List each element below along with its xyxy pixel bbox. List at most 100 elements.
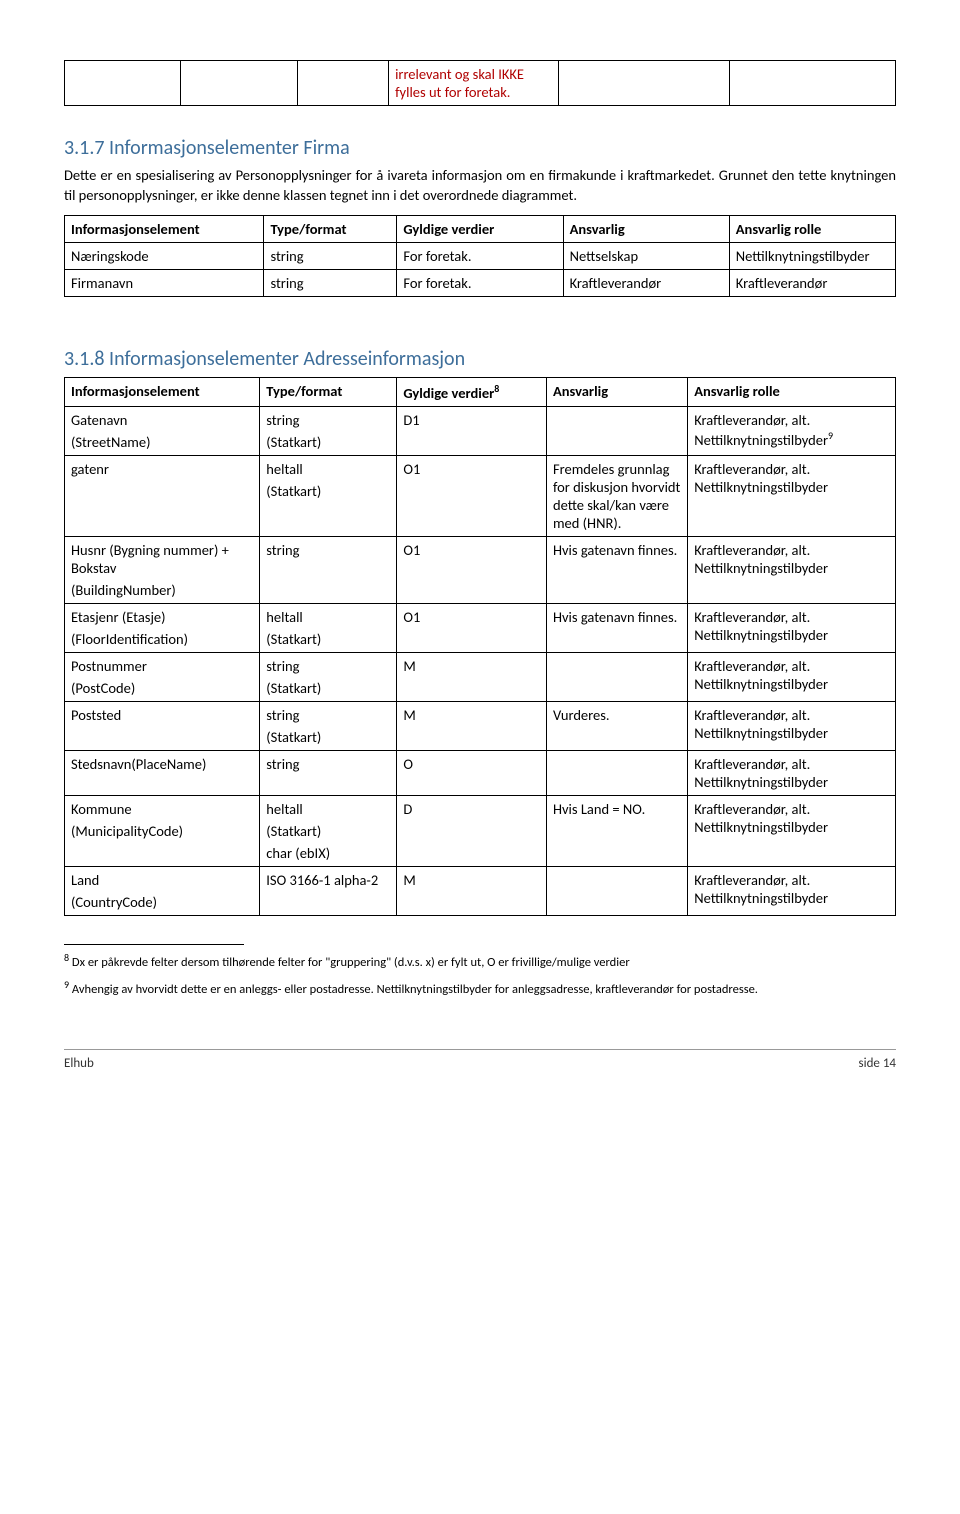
adresse-table: Informasjonselement Type/format Gyldige … [64,377,896,916]
td: Nettilknytningstilbyder [729,243,895,270]
td: Fremdeles grunnlag for diskusjon hvorvid… [546,455,687,536]
td: For foretak. [397,270,563,297]
frag-note: irrelevant og skal IKKE fylles ut for fo… [389,61,559,106]
td: Husnr (Bygning nummer) + Bokstav(Buildin… [65,536,260,603]
td: O1 [397,455,547,536]
table-row: Poststedstring(Statkart)MVurderes.Kraftl… [65,701,896,750]
th-text: Gyldige verdier [403,384,494,402]
td: O1 [397,603,547,652]
td: string [260,536,397,603]
td: Nettselskap [563,243,729,270]
frag-empty [181,61,297,106]
table-row: Gatenavn(StreetName)string(Statkart)D1 Kr… [65,406,896,455]
firma-table: Informasjonselement Type/format Gyldige … [64,215,896,297]
td: Hvis gatenavn finnes. [546,603,687,652]
th: Ansvarlig [563,216,729,243]
td: Kommune(MunicipalityCode) [65,795,260,866]
td: heltall(Statkart)char (ebIX) [260,795,397,866]
fn-num: 9 [64,978,69,991]
table-header-row: Informasjonselement Type/format Gyldige … [65,216,896,243]
td: string [264,270,397,297]
td: string [260,750,397,795]
td: M [397,652,547,701]
td: Hvis Land = NO. [546,795,687,866]
td: Kraftleverandør, alt. Nettilknytningstil… [688,603,896,652]
td: Kraftleverandør, alt. Nettilknytningstil… [688,455,896,536]
td: Kraftleverandør, alt. Nettilknytningstil… [688,750,896,795]
td [546,750,687,795]
td: Poststed [65,701,260,750]
sup: 8 [494,382,499,395]
frag-empty [729,61,895,106]
td: string [264,243,397,270]
fn-text: Avhengig av hvorvidt dette er en anleggs… [72,982,758,997]
td [546,866,687,915]
td: Kraftleverandør, alt. Nettilknytningstil… [688,406,896,455]
table-row: Stedsnavn(PlaceName)stringO Kraftleverand… [65,750,896,795]
td: Næringskode [65,243,264,270]
th: Ansvarlig rolle [688,378,896,407]
table-row: Næringskode string For foretak. Nettsels… [65,243,896,270]
page-footer: Elhub side 14 [64,1049,896,1071]
td: Kraftleverandør, alt. Nettilknytningstil… [688,866,896,915]
th: Informasjonselement [65,378,260,407]
footnote: 9 Avhengig av hvorvidt dette er en anleg… [64,978,896,999]
td: gatenr [65,455,260,536]
section-paragraph: Dette er en spesialisering av Personoppl… [64,166,896,205]
td: Firmanavn [65,270,264,297]
td: ISO 3166-1 alpha-2 [260,866,397,915]
td: Vurderes. [546,701,687,750]
td: Kraftleverandør, alt. Nettilknytningstil… [688,652,896,701]
td: Etasjenr (Etasje)(FloorIdentification) [65,603,260,652]
table-row: Husnr (Bygning nummer) + Bokstav(Buildin… [65,536,896,603]
td: D [397,795,547,866]
table-row: Land(CountryCode)ISO 3166-1 alpha-2M Kraf… [65,866,896,915]
td: Stedsnavn(PlaceName) [65,750,260,795]
section-heading: 3.1.7 Informasjonselementer Firma [64,136,896,160]
td: Kraftleverandør, alt. Nettilknytningstil… [688,701,896,750]
td: Land(CountryCode) [65,866,260,915]
td: Kraftleverandør [729,270,895,297]
table-row: Kommune(MunicipalityCode)heltall(Statkar… [65,795,896,866]
td: Kraftleverandør, alt. Nettilknytningstil… [688,536,896,603]
fn-num: 8 [64,951,69,964]
table-header-row: Informasjonselement Type/format Gyldige … [65,378,896,407]
footnotes: 8 Dx er påkrevde felter dersom tilhørend… [64,944,896,999]
th: Informasjonselement [65,216,264,243]
td: O1 [397,536,547,603]
frag-empty [65,61,181,106]
td: For foretak. [397,243,563,270]
note-fragment-table: irrelevant og skal IKKE fylles ut for fo… [64,60,896,106]
td: heltall(Statkart) [260,455,397,536]
table-row: Firmanavn string For foretak. Kraftlever… [65,270,896,297]
sup: 9 [828,429,833,442]
th: Ansvarlig rolle [729,216,895,243]
th: Gyldige verdier8 [397,378,547,407]
table-row: Etasjenr (Etasje)(FloorIdentification)he… [65,603,896,652]
td: Kraftleverandør [563,270,729,297]
td: Gatenavn(StreetName) [65,406,260,455]
th: Type/format [264,216,397,243]
th: Gyldige verdier [397,216,563,243]
table-row: Postnummer(PostCode)string(Statkart)M Kra… [65,652,896,701]
td: Kraftleverandør, alt. Nettilknytningstil… [688,795,896,866]
td: heltall(Statkart) [260,603,397,652]
section-heading: 3.1.8 Informasjonselementer Adresseinfor… [64,347,896,371]
td: D1 [397,406,547,455]
td: Hvis gatenavn finnes. [546,536,687,603]
td: O [397,750,547,795]
td: string(Statkart) [260,701,397,750]
th: Type/format [260,378,397,407]
frag-empty [559,61,729,106]
td: Postnummer(PostCode) [65,652,260,701]
fn-text: Dx er påkrevde felter dersom tilhørende … [72,955,630,970]
footnote-rule [64,944,244,945]
td: M [397,866,547,915]
td [546,652,687,701]
footnote: 8 Dx er påkrevde felter dersom tilhørend… [64,951,896,972]
td: string(Statkart) [260,406,397,455]
footer-right: side 14 [859,1056,896,1071]
table-row: gatenrheltall(Statkart)O1Fremdeles grunn… [65,455,896,536]
td: string(Statkart) [260,652,397,701]
td [546,406,687,455]
